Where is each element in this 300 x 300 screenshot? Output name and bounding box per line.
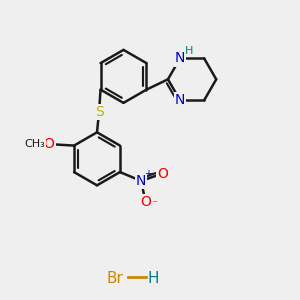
Text: O: O [157,167,168,181]
Text: CH₃: CH₃ [25,139,45,148]
Text: S: S [95,105,103,119]
Text: N: N [175,51,185,65]
Text: O: O [44,137,55,151]
Text: +: + [144,169,152,179]
Text: H: H [185,46,194,56]
Text: methoxy: methoxy [33,143,39,144]
Text: O: O [140,195,151,209]
Text: ⁻: ⁻ [151,200,157,209]
Text: Br: Br [106,271,123,286]
Text: N: N [175,93,185,107]
Text: H: H [147,271,159,286]
Text: N: N [136,174,146,188]
